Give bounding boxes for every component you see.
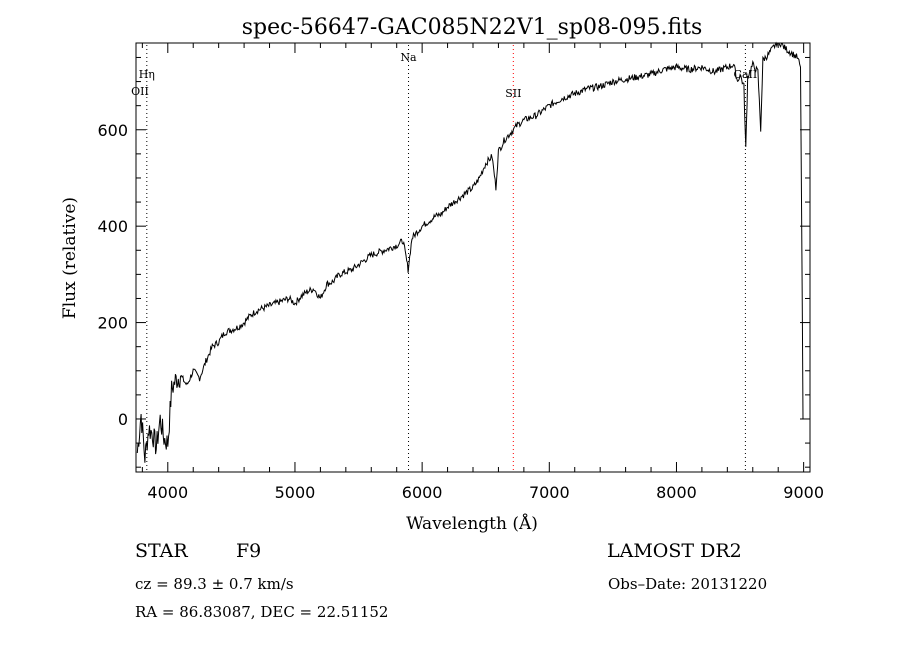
y-tick-label: 0: [118, 410, 128, 429]
y-tick-label: 400: [97, 217, 128, 236]
x-tick-label: 5000: [275, 483, 316, 502]
obs-date: Obs–Date: 20131220: [608, 575, 768, 593]
x-axis-label: Wavelength (Å): [406, 513, 538, 534]
plot-frame: [135, 42, 811, 473]
object-class: STAR: [135, 540, 188, 562]
x-tick-label: 6000: [402, 483, 443, 502]
line-marker-label: SII: [505, 87, 521, 100]
x-tick-label: 7000: [529, 483, 570, 502]
survey-name: LAMOST DR2: [607, 540, 742, 562]
redshift-readout: cz = 89.3 ± 0.7 km/s: [135, 575, 294, 593]
chart-title: spec-56647-GAC085N22V1_sp08-095.fits: [242, 15, 703, 40]
y-tick-label: 600: [97, 121, 128, 140]
line-marker-label: OII: [131, 85, 149, 98]
line-marker-label: Na: [400, 51, 417, 64]
spectrum-line: [136, 41, 804, 463]
line-marker-label: Hη: [139, 68, 155, 81]
object-subclass: F9: [236, 540, 262, 562]
y-axis-label: Flux (relative): [60, 197, 80, 319]
y-tick-label: 200: [97, 314, 128, 333]
x-tick-label: 9000: [783, 483, 824, 502]
x-tick-label: 4000: [147, 483, 188, 502]
ra-dec-readout: RA = 86.83087, DEC = 22.51152: [135, 603, 389, 621]
x-tick-label: 8000: [656, 483, 697, 502]
